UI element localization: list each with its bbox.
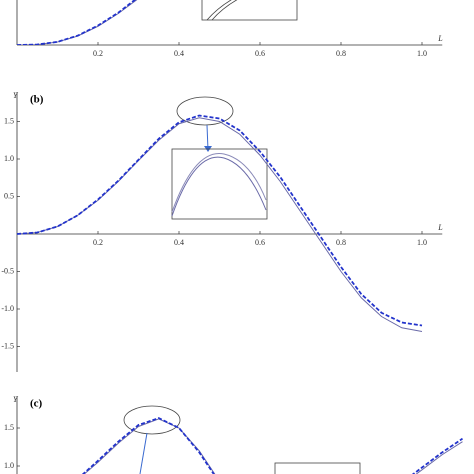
y-axis-label: Y: [13, 91, 19, 100]
x-tick-label: 0.2: [93, 238, 103, 247]
inset-c: [123, 405, 361, 474]
x-tick-label: 1.0: [417, 238, 427, 247]
data-line: [16, 117, 423, 332]
panel-title: (b): [30, 94, 44, 106]
y-axis-label: Y: [13, 395, 19, 404]
panel: 0.2 0.4 0.6 0.8 1.0 L: [16, 0, 443, 58]
x-tick-label: 0.6: [255, 238, 265, 247]
data-line: [81, 417, 464, 474]
y-tick-label: 0.5: [4, 191, 14, 200]
data-line: [83, 418, 463, 474]
y-tick-label: -0.5: [1, 266, 14, 275]
x-tick-label: 1.0: [417, 49, 427, 58]
x-tick-label: 0.8: [336, 49, 346, 58]
y-tick-label: -1.5: [1, 341, 14, 350]
y-tick-label: 1.0: [4, 461, 14, 470]
inset-a: [201, 0, 298, 21]
y-tick-label: 1.0: [4, 154, 14, 163]
x-axis-label: L: [437, 223, 443, 232]
y-tick-label: 1.5: [4, 116, 14, 125]
data-line: [16, 114, 423, 327]
panel-title: (c): [30, 398, 43, 410]
data-line: [16, 0, 137, 45]
inset-b: [171, 96, 268, 220]
panel: 0.2 0.4 0.6 0.8 1.0 L -1.5 -1.0 -0.5 0.5 1.0 1.5 Y (b…: [1, 91, 443, 372]
plot-area: [16, 0, 138, 45]
y-tick-label: 1.5: [4, 423, 14, 432]
x-tick-label: 0.8: [336, 238, 346, 247]
x-tick-label: 0.6: [255, 49, 265, 58]
x-tick-label: 0.4: [174, 238, 184, 247]
x-axis-label: L: [437, 34, 443, 43]
plot-area: [81, 417, 464, 474]
data-line: [16, 0, 138, 45]
x-tick-label: 0.2: [93, 49, 103, 58]
panel: 1.0 1.5 Y (c): [4, 395, 464, 474]
y-tick-label: -1.0: [1, 304, 14, 313]
plot-area: [16, 114, 423, 332]
x-tick-label: 0.4: [174, 49, 184, 58]
